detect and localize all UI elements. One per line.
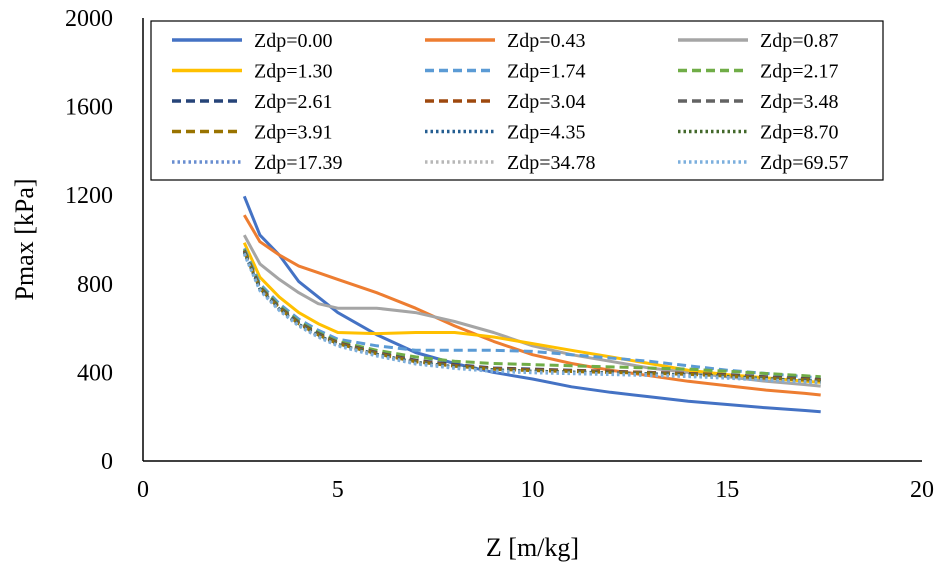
series-line	[242, 251, 821, 383]
legend-label: Zdp=8.70	[760, 122, 839, 144]
legend-label: Zdp=1.74	[507, 61, 586, 83]
y-tick-label: 400	[77, 360, 113, 386]
series-line	[242, 251, 821, 383]
legend-label: Zdp=3.91	[254, 122, 333, 144]
x-axis-title: Z [m/kg]	[486, 533, 579, 562]
legend-label: Zdp=3.04	[507, 91, 586, 113]
legend-label: Zdp=2.61	[254, 91, 333, 113]
plot-area	[142, 18, 922, 462]
series-line	[242, 247, 821, 380]
x-tick-label: 20	[910, 477, 934, 503]
y-tick-label: 800	[77, 272, 113, 298]
legend-label: Zdp=0.00	[254, 30, 333, 52]
x-tick-label: 15	[715, 477, 739, 503]
series-line	[242, 250, 821, 382]
series-line	[242, 248, 821, 379]
y-tick-labels: 0 400 800 1200 1600 2000	[65, 6, 113, 475]
series-line	[242, 234, 821, 388]
series-line	[242, 195, 821, 414]
series-group	[242, 195, 821, 414]
x-tick-label: 0	[137, 477, 149, 503]
legend-label: Zdp=0.87	[760, 30, 839, 52]
x-tick-label: 10	[521, 477, 545, 503]
legend-label: Zdp=17.39	[254, 152, 343, 174]
y-axis-title: Pmax [kPa]	[10, 178, 39, 300]
y-tick-label: 1200	[65, 183, 113, 209]
legend-label: Zdp=1.30	[254, 61, 333, 83]
x-tick-labels: 0 5 10 15 20	[137, 477, 934, 503]
legend: Zdp=0.00 Zdp=0.43 Zdp=0.87 Zdp=1.30 Zdp=1.74…	[150, 20, 884, 181]
legend-label: Zdp=69.57	[760, 152, 849, 174]
legend-label: Zdp=34.78	[507, 152, 596, 174]
series-line	[242, 242, 821, 384]
legend-label: Zdp=2.17	[760, 61, 839, 83]
y-tick-label: 2000	[65, 6, 113, 32]
legend-label: Zdp=0.43	[507, 30, 586, 52]
y-tick-label: 0	[101, 449, 113, 475]
legend-label: Zdp=3.48	[760, 91, 839, 113]
series-line	[242, 253, 821, 385]
legend-label: Zdp=4.35	[507, 122, 586, 144]
series-line	[242, 252, 821, 384]
legend-items: Zdp=0.00 Zdp=0.43 Zdp=0.87 Zdp=1.30 Zdp=1.74…	[172, 30, 849, 174]
series-line	[242, 250, 821, 382]
series-line	[242, 252, 821, 384]
legend-box	[150, 20, 884, 181]
series-line	[242, 253, 821, 385]
y-tick-label: 1600	[65, 95, 113, 121]
series-line	[242, 250, 821, 381]
x-tick-label: 5	[332, 477, 344, 503]
series-line	[243, 214, 821, 397]
